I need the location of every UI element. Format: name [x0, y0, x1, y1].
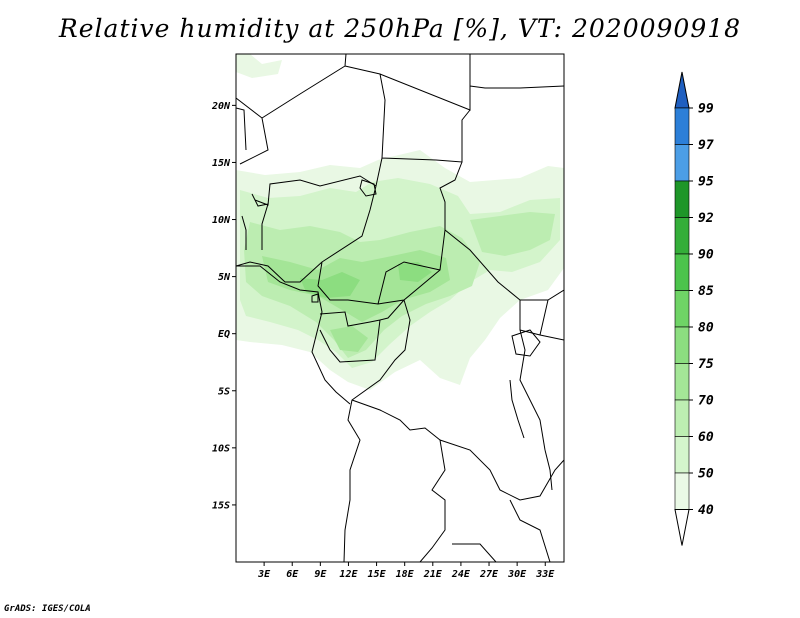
colorbar-label: 92 [698, 211, 714, 226]
lat-tick-label: 5N [218, 272, 231, 283]
colorbar-label: 95 [698, 175, 714, 190]
grads-credit: GrADS: IGES/COLA [4, 604, 91, 614]
longitude-axis: 3E 6E 9E 12E 15E 18E 21E 24E 27E 30E 33E [257, 562, 555, 580]
colorbar-segment [674, 107, 690, 145]
chart-title: Relative humidity at 250hPa [%], VT: 202… [58, 14, 742, 43]
lon-tick-label: 27E [479, 569, 499, 580]
colorbar-label: 90 [698, 248, 714, 263]
colorbar-bottom-arrow [674, 509, 690, 546]
country-borders [236, 54, 564, 562]
colorbar-top-arrow [674, 71, 690, 109]
lon-tick-label: 33E [535, 569, 555, 580]
lon-tick-label: 21E [423, 569, 443, 580]
colorbar-segment [674, 253, 690, 291]
colorbar-label: 97 [698, 138, 714, 153]
colorbar-segment [674, 217, 690, 255]
colorbar-label: 99 [698, 102, 714, 117]
humidity-area-sudan [470, 212, 555, 256]
lon-tick-label: 30E [507, 569, 527, 580]
colorbar-segment [674, 472, 690, 510]
coastline-west [236, 265, 351, 405]
colorbar-label: 40 [698, 503, 714, 518]
lon-tick-label: 15E [368, 569, 387, 580]
bioko-island [311, 293, 319, 303]
border-lines [236, 54, 564, 562]
colorbar-label: 80 [698, 321, 714, 336]
lake-victoria [511, 329, 541, 357]
colorbar-segment [674, 144, 690, 182]
lon-tick-label: 9E [314, 569, 327, 580]
lake-tanganyika [509, 379, 525, 439]
colorbar-label: 50 [698, 467, 714, 482]
colorbar-label: 85 [698, 284, 714, 299]
coastlines-and-lakes [236, 179, 553, 491]
humidity-area-north-patch [236, 54, 282, 78]
lat-tick-label: 15S [212, 500, 230, 511]
lat-tick-label: 15N [212, 158, 231, 169]
colorbar-segment [674, 180, 690, 218]
lat-tick-label: EQ [218, 329, 230, 340]
latitude-axis: 20N 15N 10N 5N EQ 5S 10S 15S [211, 101, 236, 511]
colorbar: 99 97 95 92 90 85 80 75 70 60 50 40 [674, 71, 714, 546]
colorbar-label: 60 [698, 430, 714, 445]
colorbar-segment [674, 436, 690, 474]
lat-tick-label: 10S [212, 443, 230, 454]
lon-tick-label: 18E [396, 569, 415, 580]
colorbar-label: 75 [698, 357, 714, 372]
lon-tick-label: 6E [286, 569, 299, 580]
colorbar-segment [674, 290, 690, 328]
humidity-area-core-b [330, 326, 368, 352]
map-frame [235, 53, 565, 563]
lon-tick-label: 24E [451, 569, 471, 580]
lake-chad [359, 179, 377, 197]
lon-tick-label: 12E [339, 569, 358, 580]
humidity-area-peak-2 [398, 262, 432, 282]
lat-tick-label: 5S [218, 386, 230, 397]
colorbar-segment [674, 399, 690, 437]
lat-tick-label: 10N [212, 215, 231, 226]
colorbar-segment [674, 363, 690, 401]
colorbar-label: 70 [698, 394, 714, 409]
lat-tick-label: 20N [211, 101, 231, 112]
lake-malawi [544, 449, 553, 491]
lon-tick-label: 3E [257, 569, 271, 580]
colorbar-segment [674, 326, 690, 364]
